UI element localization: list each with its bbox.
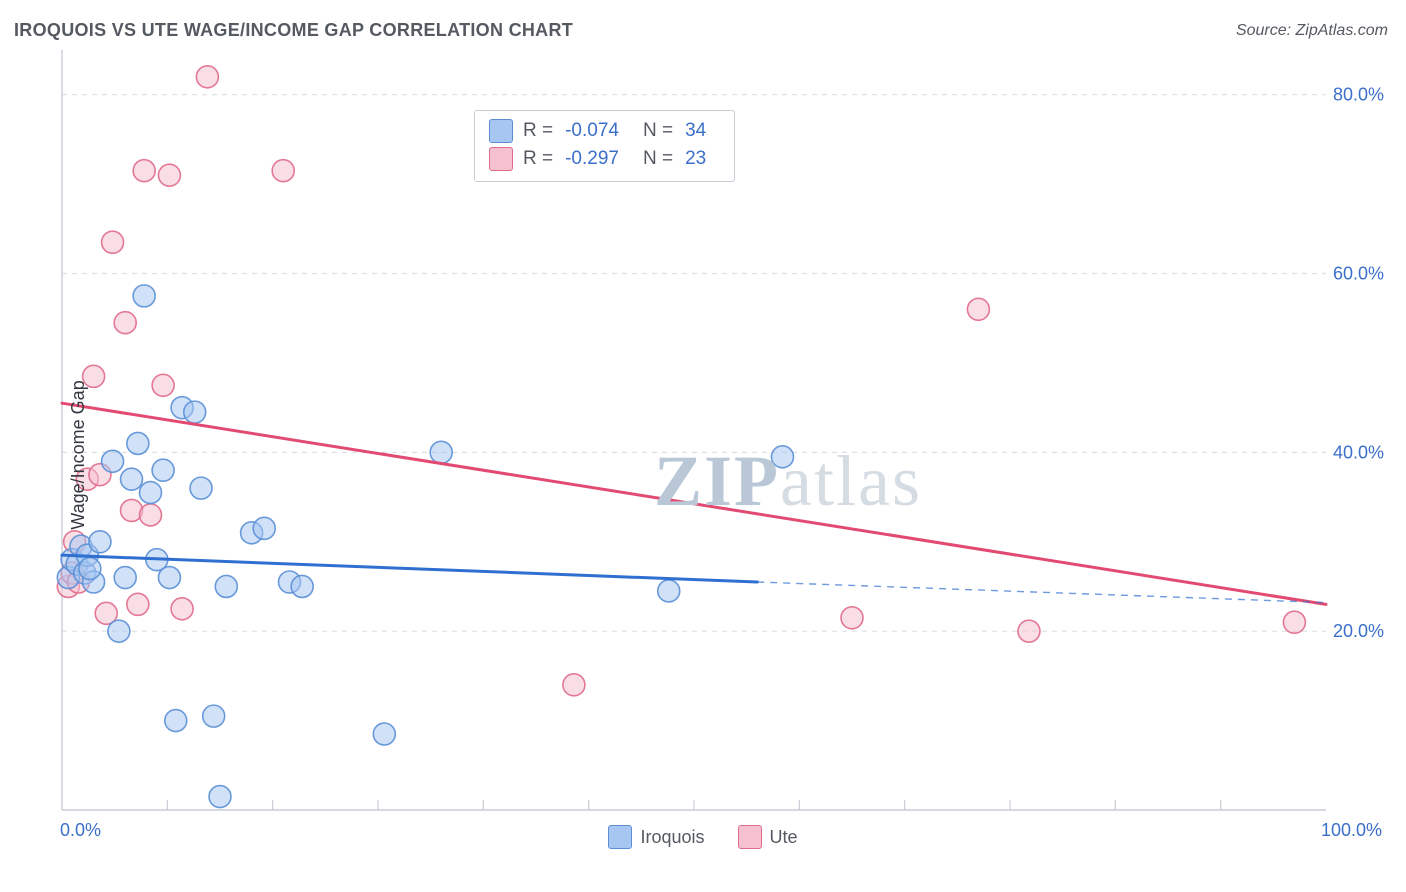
legend-stats-row-0: R = -0.074 N = 34 bbox=[489, 117, 720, 145]
bottom-swatch-iroquois bbox=[608, 825, 632, 849]
bottom-legend-item-1: Ute bbox=[738, 825, 798, 849]
legend-stats-box: R = -0.074 N = 34 R = -0.297 N = 23 bbox=[474, 110, 735, 182]
bottom-legend-label-1: Ute bbox=[770, 827, 798, 848]
legend-n-value-0: 34 bbox=[685, 117, 706, 145]
svg-text:40.0%: 40.0% bbox=[1333, 442, 1384, 462]
legend-r-prefix: R = bbox=[523, 145, 553, 173]
chart-title: IROQUOIS VS UTE WAGE/INCOME GAP CORRELAT… bbox=[14, 20, 573, 41]
legend-r-value-1: -0.297 bbox=[565, 145, 619, 173]
legend-r-prefix: R = bbox=[523, 117, 553, 145]
legend-stats-row-1: R = -0.297 N = 23 bbox=[489, 145, 720, 173]
svg-text:20.0%: 20.0% bbox=[1333, 621, 1384, 641]
legend-n-prefix: N = bbox=[643, 117, 673, 145]
legend-r-value-0: -0.074 bbox=[565, 117, 619, 145]
y-axis-label: Wage/Income Gap bbox=[68, 380, 89, 529]
bottom-legend: Iroquois Ute bbox=[14, 825, 1392, 854]
legend-swatch-ute bbox=[489, 147, 513, 171]
svg-text:60.0%: 60.0% bbox=[1333, 264, 1384, 284]
legend-n-value-1: 23 bbox=[685, 145, 706, 173]
legend-n-prefix: N = bbox=[643, 145, 673, 173]
legend-swatch-iroquois bbox=[489, 119, 513, 143]
chart-container: IROQUOIS VS UTE WAGE/INCOME GAP CORRELAT… bbox=[0, 0, 1406, 892]
bottom-swatch-ute bbox=[738, 825, 762, 849]
plot-area: Wage/Income Gap ZIPatlas 20.0%40.0%60.0%… bbox=[14, 50, 1392, 860]
bottom-legend-label-0: Iroquois bbox=[640, 827, 704, 848]
bottom-legend-item-0: Iroquois bbox=[608, 825, 704, 849]
svg-text:80.0%: 80.0% bbox=[1333, 85, 1384, 105]
source-label: Source: ZipAtlas.com bbox=[1236, 22, 1388, 40]
